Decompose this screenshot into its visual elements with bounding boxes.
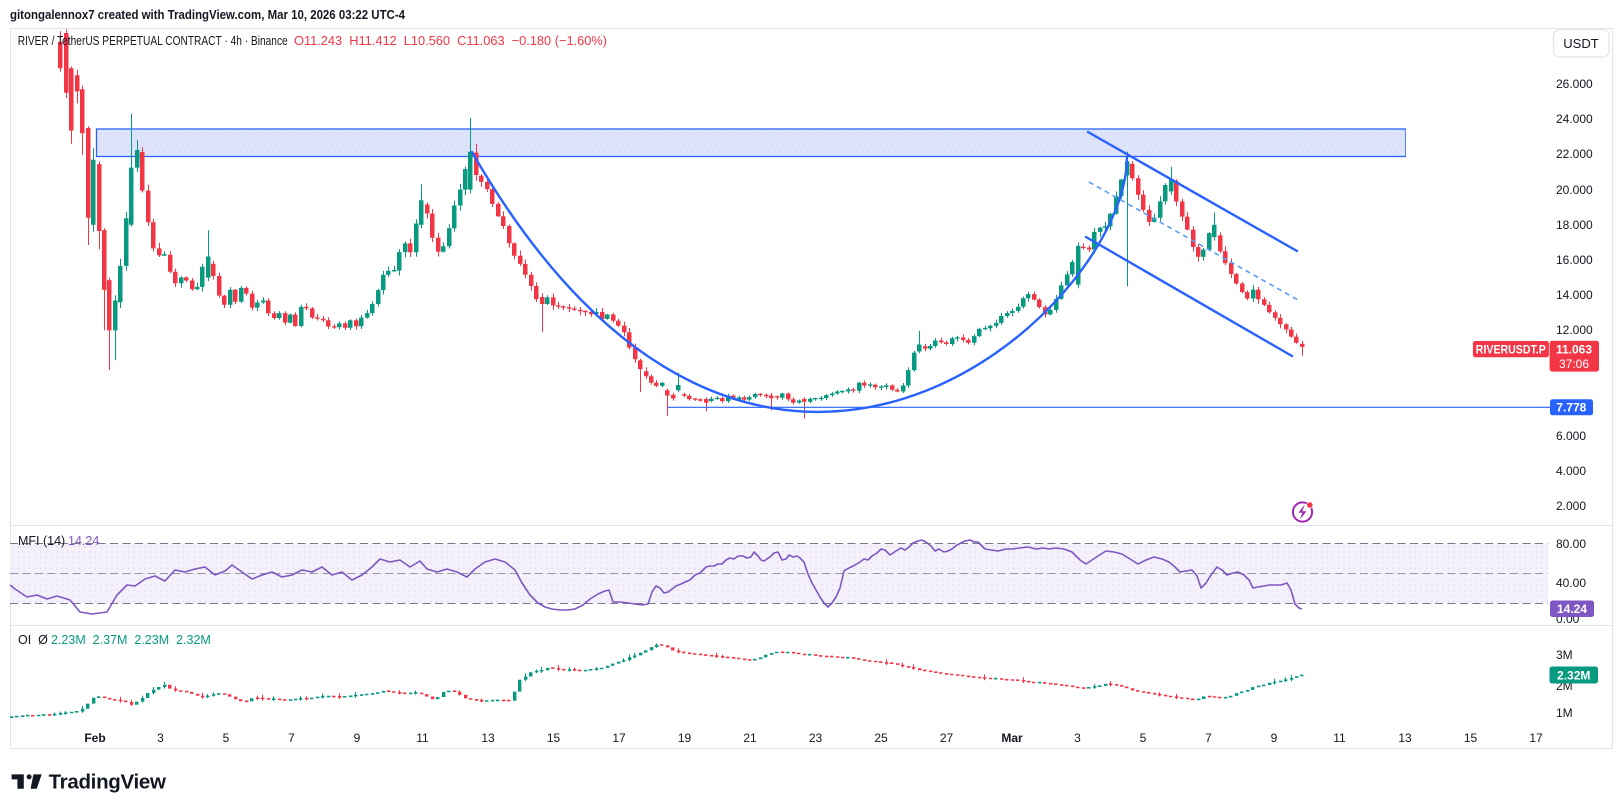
svg-text:19: 19: [678, 731, 692, 745]
svg-text:27: 27: [940, 731, 954, 745]
svg-text:3: 3: [157, 731, 164, 745]
svg-text:RIVER / TetherUS PERPETUAL CON: RIVER / TetherUS PERPETUAL CONTRACT · 4h…: [18, 33, 288, 48]
svg-text:RIVERUSDT.P: RIVERUSDT.P: [1476, 345, 1546, 357]
svg-text:MFI (14): MFI (14): [18, 534, 65, 548]
svg-text:2.23M 2.37M 2.23M 2.32M: 2.23M 2.37M 2.23M 2.32M: [51, 633, 211, 647]
svg-text:13: 13: [1398, 731, 1412, 745]
svg-text:17: 17: [1529, 731, 1543, 745]
svg-text:15: 15: [1464, 731, 1478, 745]
svg-text:3M: 3M: [1556, 648, 1573, 662]
svg-text:21: 21: [743, 731, 757, 745]
svg-text:5: 5: [1140, 731, 1147, 745]
svg-text:22.000: 22.000: [1556, 147, 1593, 161]
svg-text:14.000: 14.000: [1556, 288, 1593, 302]
svg-text:11: 11: [416, 731, 429, 745]
svg-text:4.000: 4.000: [1556, 464, 1586, 478]
svg-text:16.000: 16.000: [1556, 253, 1593, 267]
svg-text:37:06: 37:06: [1559, 357, 1589, 371]
svg-text:80.00: 80.00: [1556, 537, 1586, 551]
svg-text:11: 11: [1333, 731, 1346, 745]
svg-text:7: 7: [288, 731, 295, 745]
svg-text:Mar: Mar: [1001, 731, 1023, 745]
svg-text:17: 17: [612, 731, 626, 745]
svg-text:5: 5: [223, 731, 230, 745]
svg-text:OI Ø: OI Ø: [18, 633, 48, 647]
svg-text:9: 9: [1271, 731, 1278, 745]
svg-text:12.000: 12.000: [1556, 323, 1593, 337]
svg-text:25: 25: [874, 731, 888, 745]
svg-text:15: 15: [547, 731, 561, 745]
svg-text:6.000: 6.000: [1556, 429, 1586, 443]
svg-text:20.000: 20.000: [1556, 183, 1593, 197]
svg-text:11.063: 11.063: [1556, 343, 1592, 357]
svg-text:13: 13: [481, 731, 495, 745]
svg-text:O11.243 H11.412 L10.560 C11: O11.243 H11.412 L10.560 C11.063 −0.180 (…: [294, 33, 607, 48]
svg-text:7: 7: [1205, 731, 1212, 745]
svg-text:24.000: 24.000: [1556, 112, 1593, 126]
svg-text:gitongalennox7 created with Tr: gitongalennox7 created with TradingView.…: [10, 7, 406, 22]
svg-text:TradingView: TradingView: [49, 771, 166, 794]
svg-text:2.32M: 2.32M: [1557, 668, 1590, 682]
svg-text:9: 9: [354, 731, 361, 745]
svg-text:40.00: 40.00: [1556, 576, 1586, 590]
svg-text:1M: 1M: [1556, 706, 1573, 720]
svg-text:7.778: 7.778: [1556, 401, 1586, 415]
svg-text:18.000: 18.000: [1556, 218, 1593, 232]
svg-text:3: 3: [1074, 731, 1081, 745]
svg-text:2.000: 2.000: [1556, 499, 1586, 513]
svg-text:26.000: 26.000: [1556, 77, 1593, 91]
svg-text:USDT: USDT: [1563, 36, 1598, 51]
svg-text:14.24: 14.24: [68, 534, 99, 548]
svg-text:Feb: Feb: [84, 731, 105, 745]
svg-text:14.24: 14.24: [1557, 602, 1587, 616]
svg-text:23: 23: [809, 731, 823, 745]
